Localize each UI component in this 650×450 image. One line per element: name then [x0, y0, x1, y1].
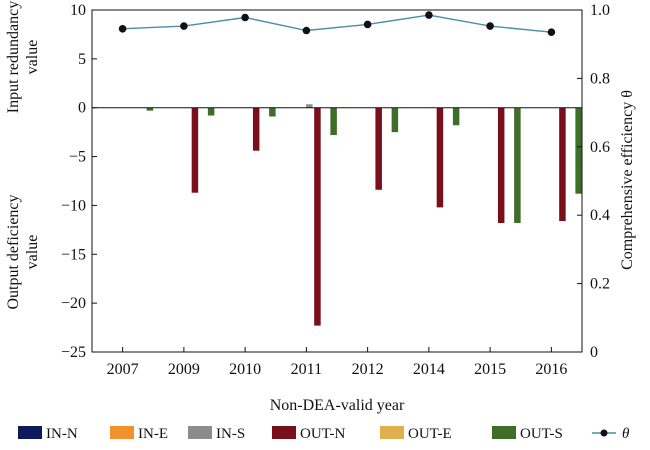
- left-tick-label: −15: [61, 246, 86, 263]
- right-tick-label: 0.8: [590, 70, 610, 87]
- legend-item-in-e: IN-E: [110, 426, 168, 442]
- y-axis-title-right: Comprehensive efficiency θ: [619, 90, 636, 270]
- legend-label: θ: [622, 426, 630, 442]
- x-tick-label-2012: 2012: [352, 361, 384, 378]
- left-tick-label: −25: [61, 344, 86, 361]
- bar-out-n-2012: [375, 107, 382, 190]
- x-tick-label-2016: 2016: [535, 361, 567, 378]
- bar-out-n-2015: [497, 107, 505, 224]
- legend-label: IN-N: [46, 426, 78, 442]
- theta-point-2007: [118, 25, 127, 33]
- legend-item-theta: θ: [592, 426, 630, 442]
- bar-out-s-2011: [330, 107, 337, 136]
- bar-out-s-2007: [146, 107, 154, 111]
- right-tick-label: 1.0: [590, 2, 610, 19]
- legend-item-in-s: IN-S: [188, 426, 245, 442]
- bar-out-s-2010: [269, 107, 276, 117]
- legend-swatch: [272, 426, 296, 439]
- legend: IN-N IN-E IN-S OUT-N OUT-E OUT-S θ: [18, 426, 630, 442]
- y-axis-title-top-line-2: value: [24, 40, 41, 75]
- right-tick-label: 0: [590, 344, 598, 361]
- bar-out-n-2011: [314, 107, 321, 326]
- theta-point-2012: [363, 20, 372, 29]
- bar-out-n-2009: [191, 107, 199, 193]
- left-tick-label: 5: [78, 51, 86, 68]
- legend-label: OUT-S: [520, 426, 563, 442]
- legend-label: IN-S: [216, 426, 245, 442]
- theta-point-2015: [486, 22, 494, 30]
- legend-label: OUT-E: [408, 426, 452, 442]
- x-tick-label-2010: 2010: [229, 361, 261, 378]
- bar-out-s-2016: [575, 107, 582, 194]
- left-tick-label: −5: [69, 149, 86, 166]
- y-axis-title-bottom-line-1: Output deficiency: [5, 194, 22, 309]
- legend-swatch: [380, 426, 404, 439]
- x-tick-label-2014: 2014: [413, 361, 445, 378]
- y-axis-title-top-line-1: Input redundancy: [5, 1, 22, 113]
- legend-item-out-s: OUT-S: [492, 426, 563, 442]
- legend-swatch: [188, 426, 212, 439]
- bar-out-s-2014: [452, 107, 460, 126]
- bar-out-s-2009: [207, 107, 215, 116]
- legend-label: IN-E: [138, 426, 168, 442]
- legend-item-in-n: IN-N: [18, 426, 78, 442]
- axes-layer: [91, 9, 583, 353]
- theta-point-2011: [302, 26, 311, 35]
- left-tick-label: −10: [61, 197, 86, 214]
- theta-point-2016: [547, 28, 556, 36]
- ticks-layer: 10 5 0 −5 −10 −15 −20 −25 1.0 0.8 0.6 0.4 0.2 0 2007 20…: [61, 2, 610, 378]
- x-tick-label-2007: 2007: [107, 361, 139, 378]
- right-tick-label: 0.4: [590, 207, 610, 224]
- theta-point-2009: [180, 22, 188, 30]
- legend-label: OUT-N: [300, 426, 345, 442]
- plot-frame: [91, 9, 583, 353]
- left-tick-label: −20: [61, 295, 86, 312]
- y-axis-title-bottom-line-2: value: [24, 235, 41, 270]
- theta-line: [122, 14, 552, 33]
- x-tick-label-2011: 2011: [291, 361, 322, 378]
- bar-in-s-2011: [306, 104, 313, 108]
- left-tick-label: 10: [70, 2, 86, 19]
- bar-out-n-2014: [436, 107, 444, 208]
- x-tick-label-2009: 2009: [168, 361, 200, 378]
- bars-layer: [146, 104, 582, 326]
- bar-out-s-2012: [391, 107, 399, 133]
- legend-swatch: [18, 426, 42, 439]
- theta-line-layer: [118, 11, 556, 36]
- legend-swatch: [492, 426, 516, 439]
- legend-marker-swatch: [600, 429, 608, 437]
- legend-item-out-e: OUT-E: [380, 426, 452, 442]
- legend-item-out-n: OUT-N: [272, 426, 345, 442]
- bar-out-s-2015: [514, 107, 521, 224]
- right-tick-label: 0.2: [590, 276, 610, 293]
- bar-out-n-2010: [252, 107, 260, 151]
- theta-point-2010: [241, 13, 249, 22]
- right-tick-label: 0.6: [590, 139, 610, 156]
- theta-point-2014: [425, 11, 433, 19]
- x-axis-title: Non-DEA-valid year: [270, 397, 405, 414]
- legend-swatch: [110, 426, 134, 439]
- bar-out-n-2016: [559, 107, 566, 222]
- x-tick-label-2015: 2015: [474, 361, 506, 378]
- left-tick-label: 0: [78, 100, 86, 117]
